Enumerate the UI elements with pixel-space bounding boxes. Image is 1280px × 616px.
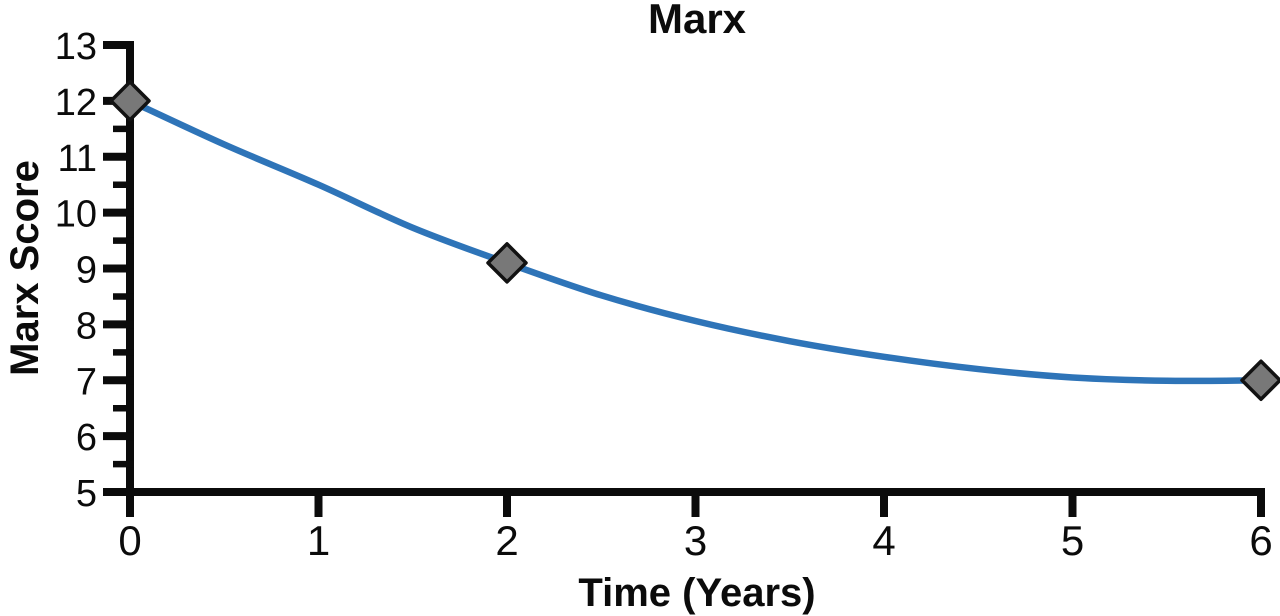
y-tick-label: 5 [76,473,97,515]
x-tick-label: 4 [872,517,895,564]
y-tick-label: 7 [76,361,97,403]
data-point-marker [109,80,151,122]
y-tick-label: 8 [76,305,97,347]
x-tick-label: 3 [684,517,707,564]
x-tick-label: 6 [1249,517,1272,564]
y-axis-label: Marx Score [3,160,47,376]
axes [126,41,1265,496]
y-tick-label: 12 [55,82,97,124]
y-tick-label: 9 [76,250,97,292]
y-tick-label: 10 [55,194,97,236]
y-tick-label: 13 [55,26,97,68]
x-tick-label: 2 [495,517,518,564]
curve-line [126,97,1265,385]
y-tick-label: 11 [58,138,97,180]
x-axis-label: Time (Years) [578,571,815,615]
x-tick-label: 1 [307,517,330,564]
axis-ticks [103,41,1265,517]
data-point-marker [486,242,528,284]
x-tick-label: 0 [118,517,141,564]
chart-title: Marx [648,0,747,42]
y-tick-label: 6 [76,417,97,459]
x-tick-label: 5 [1061,517,1084,564]
data-point-marker [1240,359,1280,401]
data-series [109,80,1280,401]
